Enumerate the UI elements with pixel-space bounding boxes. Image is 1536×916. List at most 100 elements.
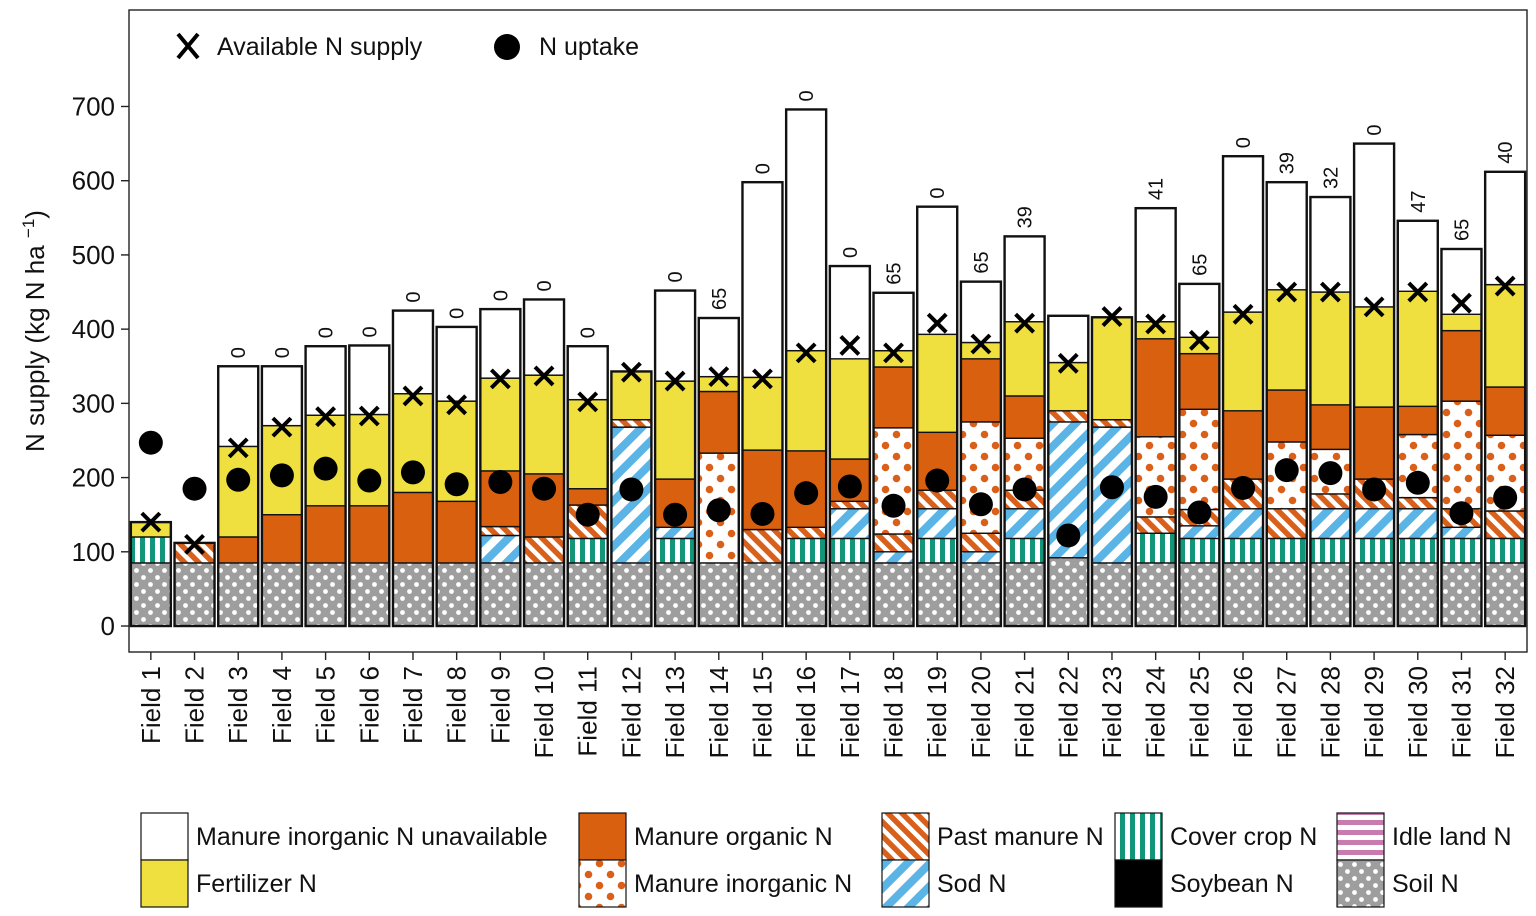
x-tick-label: Field 26 [1228,666,1258,759]
bar-segment-soil [173,562,216,627]
x-tick-label: Field 27 [1272,666,1302,759]
bar-segment-minorg [960,421,1002,534]
bar-segment-sod [960,551,1002,564]
available-n-supply-point [1188,329,1210,351]
bar-outline [1134,206,1177,628]
n-uptake-point [1405,470,1430,495]
bar-segment-soil [1309,562,1352,627]
bar-segment-soil [654,562,696,627]
available-n-supply-point [402,385,424,407]
bar-segment-sod [654,526,696,540]
available-n-supply-point [1014,312,1036,334]
bar-segment-fert [1397,290,1439,408]
bar-segment-morg [1178,352,1221,411]
bar-segment-fert [1091,316,1133,421]
bar-segment-sod [1003,508,1046,540]
bar-top-label: 41 [1146,178,1168,200]
x-tick-label: Field 9 [485,666,515,744]
n-uptake-point [1099,475,1124,500]
bar-outline [217,365,260,628]
legend-swatch-soil [1336,859,1385,908]
n-uptake-point [1449,501,1474,526]
bar-segment-unav [1353,142,1395,308]
bar-segment-soil [785,562,827,627]
legend-swatch-cover [1114,812,1163,861]
y-tick-label: 100 [72,537,115,567]
bar-segment-cover [785,537,827,564]
n-uptake-point [1056,523,1081,548]
legend-label-soy: Soybean N [1170,870,1294,898]
bar-segment-soil [304,562,347,627]
bar-top-label: 39 [1277,152,1299,174]
available-n-supply-point [1232,303,1254,325]
available-n-supply-point [1101,306,1123,327]
bar-segment-cover [1353,537,1395,564]
bar-segment-past [1484,510,1526,540]
bar-outline [566,345,609,628]
bar-segment-soil [1353,562,1395,627]
bar-segment-unav [523,298,565,376]
bar-segment-past [741,528,784,564]
bar-segment-past [916,489,958,510]
y-tick-label: 200 [72,463,115,493]
n-uptake-point [706,498,731,523]
available-n-supply-point [970,333,992,355]
n-uptake-point [1187,500,1212,525]
bar-outline [741,180,784,628]
bar-segment-unav [1222,155,1264,313]
legend-marker-n-uptake [494,34,520,60]
x-tick-label: Field 21 [1010,666,1040,759]
bar-segment-sod [1309,508,1352,540]
available-n-supply-point [358,405,380,427]
bar-segment-unav [654,289,696,382]
n-uptake-point [925,468,950,493]
legend-label-soil: Soil N [1392,870,1459,898]
bar-outline [260,365,304,628]
bar-segment-soil [392,562,434,627]
bar-segment-morg [960,358,1002,423]
x-tick-label: Field 18 [879,666,909,759]
n-uptake-point [1012,477,1037,502]
bar-segment-morg [348,505,390,564]
x-tick-label: Field 5 [311,666,341,744]
n-uptake-point [794,481,819,506]
bar-segment-cover [1003,537,1046,564]
bar-outline [1396,219,1439,628]
x-tick-label: Field 30 [1403,666,1433,759]
bar-segment-fert [1266,289,1308,391]
y-tick-label: 600 [72,166,115,196]
bar-segment-unav [348,344,390,416]
bar-segment-unav [1397,220,1439,292]
bar-segment-sod [1397,508,1439,540]
bar-segment-soil [523,562,565,627]
bar-segment-soil [348,562,390,627]
legend-swatch-past [881,812,930,861]
n-uptake-point [444,472,469,497]
legend: Manure inorganic N unavailable Manure org… [140,812,1512,908]
bar-segment-past [872,533,915,553]
bar-segment-fert [1353,306,1395,408]
x-tick-label: Field 29 [1359,666,1389,759]
x-tick-label: Field 15 [747,666,777,759]
bar-segment-morg [1440,329,1483,402]
available-n-supply-point [620,361,642,383]
bar-segment-cover [1266,537,1308,564]
bar-segment-morg [872,366,915,429]
bar-segment-soil [1266,562,1308,627]
y-tick-label: 0 [101,611,115,641]
bar-top-label: 0 [578,327,600,338]
bar-segment-fert [785,349,827,452]
bar-top-label: 65 [884,263,906,285]
bar-top-label: 65 [1451,219,1473,241]
bar-segment-fert [829,358,871,460]
x-tick-label: Field 13 [660,666,690,759]
bar-segment-past [1397,496,1439,510]
x-tick-label: Field 31 [1446,666,1476,759]
bar-top-label: 65 [709,288,731,310]
x-tick-label: Field 14 [704,666,734,759]
available-n-supply-point [1319,281,1341,303]
legend-swatch-fert [140,859,189,908]
bar-outline [959,280,1003,628]
bar-segment-cover [1134,532,1177,564]
x-tick-label: Field 11 [573,666,603,757]
